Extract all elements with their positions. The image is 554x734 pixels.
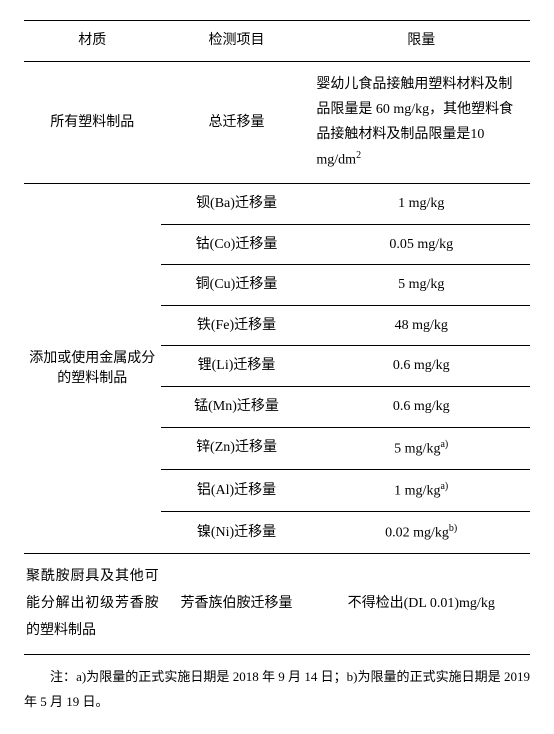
cell-limit: 5 mg/kga) — [312, 427, 530, 469]
table-row: 添加或使用金属成分的塑料制品 钡(Ba)迁移量 1 mg/kg — [24, 184, 530, 225]
footnote-text: 注：a)为限量的正式实施日期是 2018 年 9 月 14 日；b)为限量的正式… — [24, 669, 530, 709]
header-limit: 限量 — [312, 21, 530, 62]
cell-item: 铁(Fe)迁移量 — [161, 305, 313, 346]
cell-item: 铝(Al)迁移量 — [161, 469, 313, 511]
cell-item: 钡(Ba)迁移量 — [161, 184, 313, 225]
header-test-item: 检测项目 — [161, 21, 313, 62]
cell-limit: 1 mg/kg — [312, 184, 530, 225]
cell-limit: 0.02 mg/kgb) — [312, 512, 530, 554]
cell-limit: 婴幼儿食品接触用塑料材料及制品限量是 60 mg/kg，其他塑料食品接触材料及制… — [312, 61, 530, 183]
cell-limit: 0.05 mg/kg — [312, 224, 530, 265]
cell-limit: 5 mg/kg — [312, 265, 530, 306]
cell-limit: 48 mg/kg — [312, 305, 530, 346]
cell-limit: 1 mg/kga) — [312, 469, 530, 511]
cell-item: 钴(Co)迁移量 — [161, 224, 313, 265]
limits-table: 材质 检测项目 限量 所有塑料制品 总迁移量 婴幼儿食品接触用塑料材料及制品限量… — [24, 20, 530, 655]
cell-item: 锌(Zn)迁移量 — [161, 427, 313, 469]
cell-item: 芳香族伯胺迁移量 — [161, 554, 313, 655]
cell-item: 总迁移量 — [161, 61, 313, 183]
cell-item: 锂(Li)迁移量 — [161, 346, 313, 387]
footnote: 注：a)为限量的正式实施日期是 2018 年 9 月 14 日；b)为限量的正式… — [24, 665, 530, 714]
cell-material: 聚酰胺厨具及其他可能分解出初级芳香胺的塑料制品 — [24, 554, 161, 655]
cell-limit: 不得检出(DL 0.01)mg/kg — [312, 554, 530, 655]
table-row: 聚酰胺厨具及其他可能分解出初级芳香胺的塑料制品 芳香族伯胺迁移量 不得检出(DL… — [24, 554, 530, 655]
cell-item: 铜(Cu)迁移量 — [161, 265, 313, 306]
cell-limit: 0.6 mg/kg — [312, 346, 530, 387]
cell-material: 添加或使用金属成分的塑料制品 — [24, 184, 161, 554]
cell-limit: 0.6 mg/kg — [312, 386, 530, 427]
table-header-row: 材质 检测项目 限量 — [24, 21, 530, 62]
cell-item: 镍(Ni)迁移量 — [161, 512, 313, 554]
header-material: 材质 — [24, 21, 161, 62]
limit-text: 婴幼儿食品接触用塑料材料及制品限量是 60 mg/kg，其他塑料食品接触材料及制… — [316, 77, 513, 168]
table-row: 所有塑料制品 总迁移量 婴幼儿食品接触用塑料材料及制品限量是 60 mg/kg，… — [24, 61, 530, 183]
cell-item: 锰(Mn)迁移量 — [161, 386, 313, 427]
cell-material: 所有塑料制品 — [24, 61, 161, 183]
limit-sup: 2 — [356, 150, 361, 161]
